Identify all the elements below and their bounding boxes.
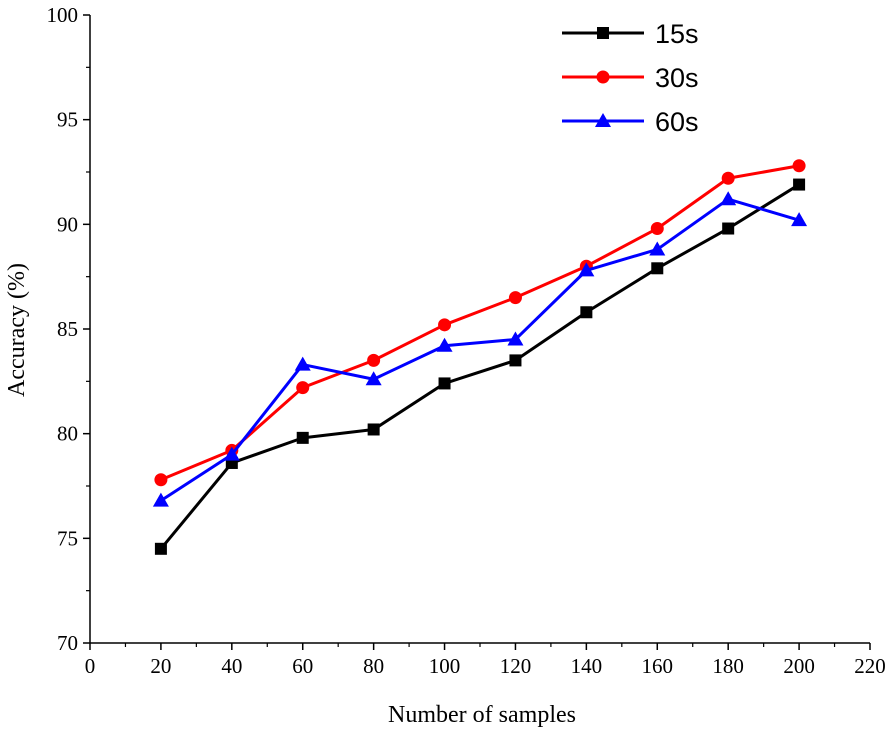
- data-point-30s: [438, 318, 452, 332]
- data-point-60s: [578, 262, 595, 277]
- x-tick-label: 60: [292, 654, 313, 678]
- data-point-15s: [793, 178, 806, 191]
- y-tick-label: 75: [57, 526, 78, 550]
- x-tick-label: 220: [854, 654, 886, 678]
- data-point-30s: [721, 171, 735, 185]
- data-point-15s: [367, 423, 380, 436]
- legend-label: 15s: [655, 19, 699, 49]
- x-tick-label: 140: [571, 654, 603, 678]
- series-30s: [154, 159, 806, 487]
- data-point-15s: [154, 542, 167, 555]
- data-point-30s: [367, 353, 381, 367]
- x-tick-label: 100: [429, 654, 461, 678]
- y-tick-label: 90: [57, 212, 78, 236]
- x-tick-label: 200: [783, 654, 815, 678]
- legend-item-30s: 30s: [562, 63, 699, 93]
- data-point-30s: [154, 473, 168, 487]
- y-tick-label: 70: [57, 631, 78, 655]
- data-point-60s: [223, 446, 240, 461]
- series-15s: [154, 178, 806, 555]
- y-tick-label: 95: [57, 108, 78, 132]
- x-tick-label: 20: [150, 654, 171, 678]
- data-point-60s: [152, 492, 169, 507]
- data-point-60s: [365, 371, 382, 386]
- data-point-60s: [649, 241, 666, 256]
- data-point-60s: [294, 356, 311, 371]
- data-point-15s: [722, 222, 735, 235]
- data-point-15s: [580, 306, 593, 319]
- x-tick-label: 120: [500, 654, 532, 678]
- y-tick-label: 80: [57, 422, 78, 446]
- legend-marker: [596, 70, 610, 84]
- axes: 0 20 40 60 80 100 120 140 160 180 200 220 70 75 80 85 90…: [47, 3, 886, 678]
- series-layer: [152, 159, 808, 555]
- x-axis-label: Number of samples: [388, 702, 576, 728]
- x-tick-label: 180: [712, 654, 744, 678]
- series-line-30s: [160, 164, 800, 482]
- legend-marker: [595, 113, 611, 127]
- data-point-60s: [791, 212, 808, 227]
- y-axis-label: Accuracy (%): [4, 263, 30, 397]
- data-point-30s: [650, 222, 664, 236]
- data-point-30s: [792, 159, 806, 173]
- data-point-15s: [438, 377, 451, 390]
- y-tick-label: 85: [57, 317, 78, 341]
- legend-marker: [597, 27, 609, 39]
- x-tick-label: 160: [642, 654, 674, 678]
- legend-item-15s: 15s: [562, 19, 699, 49]
- series-line-15s: [159, 183, 800, 550]
- x-tick-label: 80: [363, 654, 384, 678]
- data-point-60s: [720, 191, 737, 206]
- legend: 15s 30s 60s: [562, 19, 699, 137]
- legend-label: 30s: [655, 63, 699, 93]
- legend-label: 60s: [655, 107, 699, 137]
- series-line-60s: [160, 197, 800, 502]
- x-tick-label: 40: [221, 654, 242, 678]
- data-point-30s: [508, 291, 522, 305]
- data-point-60s: [436, 337, 453, 352]
- data-point-15s: [651, 262, 664, 275]
- x-tick-label: 0: [85, 654, 96, 678]
- data-point-15s: [296, 431, 309, 444]
- data-point-30s: [296, 381, 310, 395]
- data-point-15s: [509, 354, 522, 367]
- data-point-60s: [507, 331, 524, 346]
- legend-item-60s: 60s: [562, 107, 699, 137]
- y-tick-label: 100: [47, 3, 79, 27]
- series-60s: [152, 191, 808, 507]
